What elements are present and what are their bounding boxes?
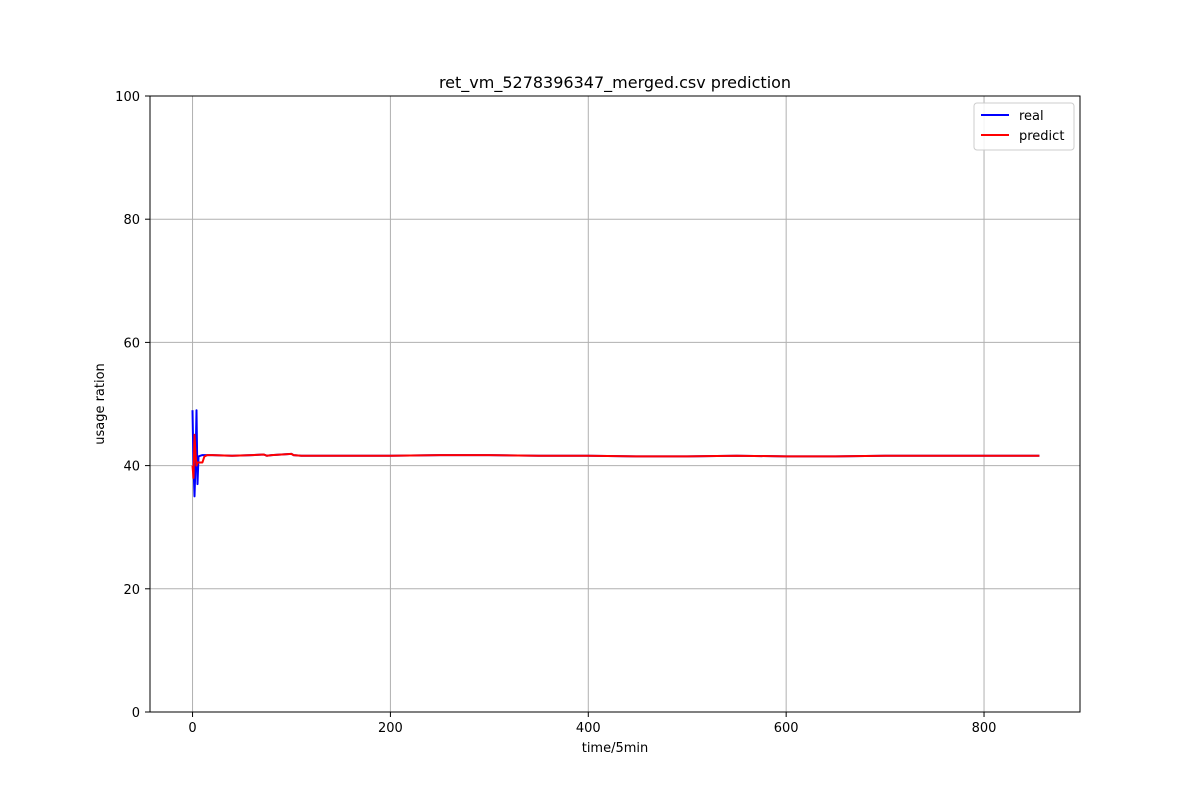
y-tick-label: 20 xyxy=(123,583,140,598)
y-tick-label: 100 xyxy=(115,90,140,105)
x-tick-label: 200 xyxy=(378,721,403,736)
legend-label-real: real xyxy=(1019,109,1044,124)
y-tick-label: 40 xyxy=(123,460,140,475)
legend-label-predict: predict xyxy=(1019,129,1064,144)
series-line-predict xyxy=(191,433,1040,479)
x-tick-label: 800 xyxy=(972,721,997,736)
x-tick-label: 0 xyxy=(188,721,196,736)
y-tick-label: 60 xyxy=(123,336,140,351)
x-axis-label: time/5min xyxy=(582,741,649,756)
y-tick-label: 80 xyxy=(123,213,140,228)
series-layer xyxy=(191,409,1040,498)
legend: real predict xyxy=(973,102,1075,151)
x-tick-label: 600 xyxy=(774,721,799,736)
y-tick-label: 0 xyxy=(132,706,140,721)
x-tick-label: 400 xyxy=(576,721,601,736)
y-axis-label: usage ration xyxy=(93,363,108,445)
plot-frame xyxy=(149,95,1081,713)
chart-title: ret_vm_5278396347_merged.csv prediction xyxy=(439,73,791,93)
ticks: 0 200 400 600 800 0 20 40 60 80 100 xyxy=(115,90,996,736)
